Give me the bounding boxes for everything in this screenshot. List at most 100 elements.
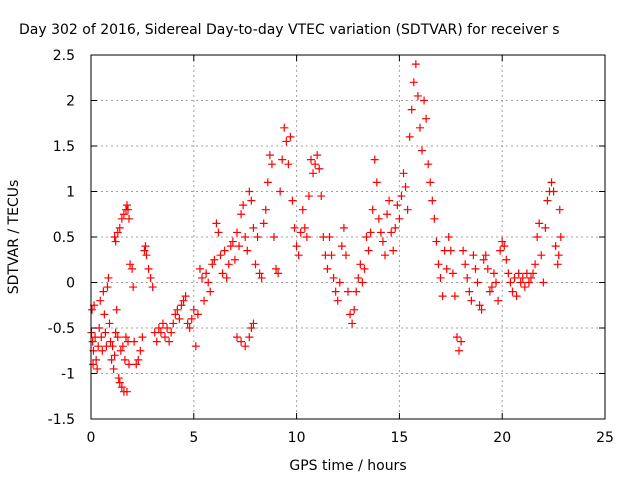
y-tick-label: 2.5: [53, 48, 75, 64]
data-point: [529, 269, 538, 278]
data-point: [202, 269, 211, 278]
data-point: [146, 273, 155, 282]
data-point: [452, 333, 461, 342]
data-point: [212, 219, 221, 228]
data-point: [526, 273, 535, 282]
data-point: [239, 201, 248, 210]
data-point: [210, 255, 219, 264]
data-point: [125, 360, 134, 369]
data-point: [348, 319, 357, 328]
data-point: [428, 196, 437, 205]
data-point: [214, 228, 223, 237]
data-point: [547, 178, 556, 187]
data-point: [438, 292, 447, 301]
data-point: [101, 328, 110, 337]
data-point: [220, 246, 229, 255]
data-point: [152, 337, 161, 346]
data-point: [274, 269, 283, 278]
data-point: [128, 264, 137, 273]
data-point: [504, 269, 513, 278]
data-point: [535, 219, 544, 228]
data-point: [108, 342, 117, 351]
data-point: [370, 155, 379, 164]
data-point: [420, 96, 429, 105]
data-point: [171, 310, 180, 319]
data-point: [335, 278, 344, 287]
data-point: [403, 205, 412, 214]
data-point: [300, 223, 309, 232]
chart-title: Day 302 of 2016, Sidereal Day-to-day VTE…: [19, 22, 560, 38]
data-point: [111, 237, 120, 246]
data-point: [255, 269, 264, 278]
x-tick-label: 10: [288, 430, 306, 446]
x-axis-label: GPS time / hours: [289, 458, 406, 474]
data-point: [100, 310, 109, 319]
data-point: [148, 283, 157, 292]
data-point: [467, 296, 476, 305]
data-point: [430, 214, 439, 223]
data-point: [469, 251, 478, 260]
data-point: [360, 264, 369, 273]
data-point: [265, 151, 274, 160]
data-point: [457, 337, 466, 346]
data-point: [226, 242, 235, 251]
data-point: [364, 246, 373, 255]
data-point: [339, 223, 348, 232]
data-point: [121, 333, 130, 342]
data-point: [524, 278, 533, 287]
y-tick-label: 1: [66, 185, 75, 201]
data-point: [479, 255, 488, 264]
data-point: [278, 155, 287, 164]
data-point: [362, 233, 371, 241]
data-point: [444, 233, 453, 241]
data-point: [516, 278, 525, 287]
data-point: [222, 273, 231, 282]
data-point: [448, 269, 457, 278]
data-point: [313, 151, 322, 160]
data-point: [251, 260, 260, 269]
tick-labels: 0 5 10 15 20 25 -1.5 -1 -0.5 0 0.5 1 1.5 2 2.5: [48, 48, 614, 446]
data-point: [372, 178, 381, 187]
data-point: [267, 160, 276, 169]
data-point: [315, 164, 324, 173]
data-point: [317, 192, 326, 201]
data-point: [502, 255, 511, 264]
data-point: [216, 251, 225, 260]
data-point: [105, 319, 114, 328]
data-point: [434, 260, 443, 269]
data-point: [323, 264, 332, 273]
data-point: [193, 310, 202, 319]
data-point: [533, 233, 542, 241]
data-point: [352, 287, 361, 296]
data-point: [555, 205, 564, 214]
data-point: [241, 342, 250, 351]
data-point: [473, 278, 482, 287]
data-point: [272, 264, 281, 273]
data-point: [556, 233, 565, 241]
data-point: [116, 346, 125, 355]
x-tick-label: 0: [87, 430, 96, 446]
data-point: [391, 223, 400, 232]
data-point: [112, 305, 121, 314]
data-point: [110, 351, 119, 360]
data-point: [401, 182, 410, 191]
data-point: [113, 228, 122, 237]
data-point: [508, 287, 517, 296]
data-point: [485, 287, 494, 296]
data-point: [232, 228, 241, 237]
data-point: [163, 324, 172, 332]
data-point: [237, 210, 246, 219]
data-point: [518, 273, 527, 282]
data-point: [98, 346, 107, 355]
data-point: [117, 383, 126, 392]
grid: [91, 55, 605, 419]
data-point: [115, 378, 124, 387]
data-point: [92, 355, 101, 364]
data-point: [144, 264, 153, 273]
data-point: [183, 319, 192, 328]
ticks: [90, 54, 606, 420]
data-point: [354, 273, 363, 282]
data-point: [107, 355, 116, 364]
data-point: [455, 346, 464, 355]
